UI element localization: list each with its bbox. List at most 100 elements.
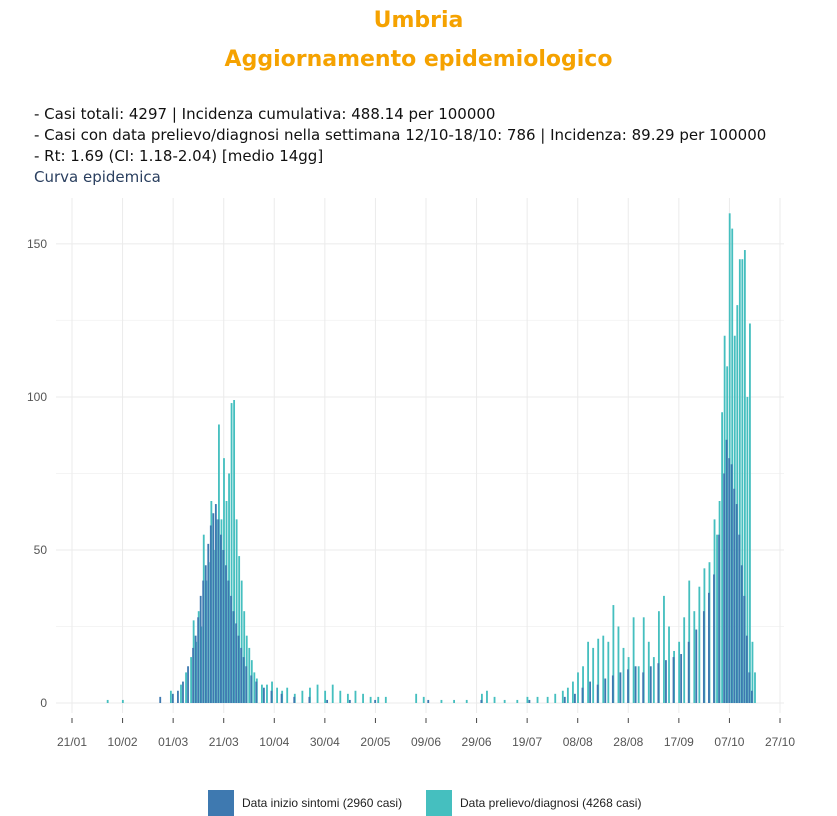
bar-onset	[199, 595, 202, 703]
bar-diagnosis	[422, 696, 425, 703]
bar-onset	[702, 611, 705, 703]
bar-onset	[242, 657, 245, 703]
bar-diagnosis	[746, 396, 749, 703]
bar-diagnosis	[647, 641, 650, 703]
bar-diagnosis	[688, 580, 691, 703]
legend-item-onset[interactable]: Data inizio sintomi (2960 casi)	[208, 790, 402, 816]
x-tick-label: 07/10	[714, 735, 744, 749]
epidemic-curve-chart: 0 50 100 150 21/01 10/02 01/03 21/03 10/04 30/04 2…	[27, 198, 795, 749]
x-tick-label: 28/08	[613, 735, 643, 749]
bar-diagnosis	[121, 699, 124, 703]
bar-onset	[217, 519, 220, 703]
bar-diagnosis	[316, 684, 319, 703]
bar-diagnosis	[617, 626, 620, 703]
x-tick-label: 29/06	[462, 735, 492, 749]
bar-onset	[649, 666, 652, 703]
y-tick-label: 100	[27, 390, 47, 404]
bar-diagnosis	[324, 690, 327, 703]
bars-layer	[106, 213, 756, 703]
bar-diagnosis	[266, 684, 268, 703]
bar-diagnosis	[384, 696, 387, 703]
legend-swatch-diagnosis	[426, 790, 452, 816]
bar-onset	[171, 693, 174, 703]
bar-onset	[718, 534, 720, 703]
bar-diagnosis	[683, 617, 686, 703]
bar-onset	[619, 672, 622, 703]
bar-onset	[214, 504, 217, 703]
bar-onset	[182, 681, 184, 703]
chart-subtitle: Curva epidemica	[34, 168, 161, 186]
bar-diagnosis	[440, 699, 443, 703]
bar-diagnosis	[582, 666, 584, 703]
bar-diagnosis	[233, 400, 236, 703]
bar-onset	[240, 647, 243, 703]
x-tick-label: 09/06	[411, 735, 441, 749]
bar-diagnosis	[301, 690, 304, 703]
bar-onset	[374, 699, 377, 703]
bar-onset	[735, 504, 738, 703]
bar-onset	[695, 629, 698, 703]
bar-diagnosis	[728, 213, 731, 703]
bar-diagnosis	[185, 672, 187, 703]
legend-item-diagnosis[interactable]: Data prelievo/diagnosi (4268 casi)	[426, 790, 641, 816]
bar-onset	[194, 635, 197, 703]
bar-diagnosis	[331, 684, 334, 703]
bar-diagnosis	[693, 611, 696, 703]
bar-diagnosis	[749, 323, 751, 703]
bar-onset	[723, 473, 726, 703]
bar-diagnosis	[276, 687, 278, 703]
bar-onset	[348, 699, 351, 703]
bar-onset	[589, 681, 591, 703]
bar-onset	[326, 699, 329, 703]
bar-diagnosis	[377, 696, 380, 703]
bar-onset	[237, 635, 240, 703]
bar-diagnosis	[561, 690, 564, 703]
x-tick-label: 30/04	[310, 735, 340, 749]
bar-diagnosis	[253, 672, 256, 703]
bar-diagnosis	[346, 693, 349, 703]
bar-onset	[738, 534, 741, 703]
bar-onset	[574, 693, 576, 703]
bar-diagnosis	[240, 580, 243, 703]
bar-onset	[528, 699, 531, 703]
bar-onset	[728, 458, 731, 703]
bar-onset	[225, 565, 227, 703]
bar-onset	[604, 678, 607, 703]
legend-label-diagnosis: Data prelievo/diagnosi (4268 casi)	[460, 796, 642, 810]
legend-swatch-onset	[208, 790, 234, 816]
bar-diagnosis	[309, 687, 311, 703]
bar-onset	[627, 669, 629, 703]
stats-block: - Casi totali: 4297 | Incidenza cumulati…	[34, 104, 766, 167]
bar-diagnosis	[721, 412, 724, 703]
stats-line-week: - Casi con data prelievo/diagnosi nella …	[34, 126, 767, 144]
x-tick-label: 08/08	[563, 735, 593, 749]
bar-diagnosis	[106, 699, 109, 703]
bar-onset	[740, 565, 743, 703]
bar-diagnosis	[607, 641, 610, 703]
bar-onset	[204, 565, 207, 703]
bar-onset	[159, 696, 162, 703]
bar-onset	[197, 617, 200, 703]
bar-diagnosis	[369, 696, 372, 703]
bar-diagnosis	[486, 690, 488, 703]
bar-diagnosis	[180, 684, 182, 703]
x-tick-label: 27/10	[765, 735, 795, 749]
stats-line-rt: - Rt: 1.69 (CI: 1.18-2.04) [medio 14gg]	[34, 147, 324, 165]
x-tick-label: 10/02	[108, 735, 138, 749]
grid-layer	[56, 198, 784, 713]
bar-onset	[634, 666, 637, 703]
bar-onset	[657, 663, 660, 703]
x-tick-label: 21/01	[57, 735, 87, 749]
bar-diagnosis	[751, 641, 754, 703]
x-tick-label: 21/03	[209, 735, 239, 749]
bar-diagnosis	[230, 403, 233, 703]
bar-diagnosis	[637, 666, 640, 703]
bar-onset	[748, 672, 751, 703]
bar-diagnosis	[657, 611, 660, 703]
bar-diagnosis	[286, 687, 289, 703]
bar-diagnosis	[536, 696, 539, 703]
bar-diagnosis	[754, 672, 756, 703]
bar-onset	[235, 623, 237, 703]
bar-onset	[262, 687, 265, 703]
bar-diagnosis	[546, 696, 549, 703]
